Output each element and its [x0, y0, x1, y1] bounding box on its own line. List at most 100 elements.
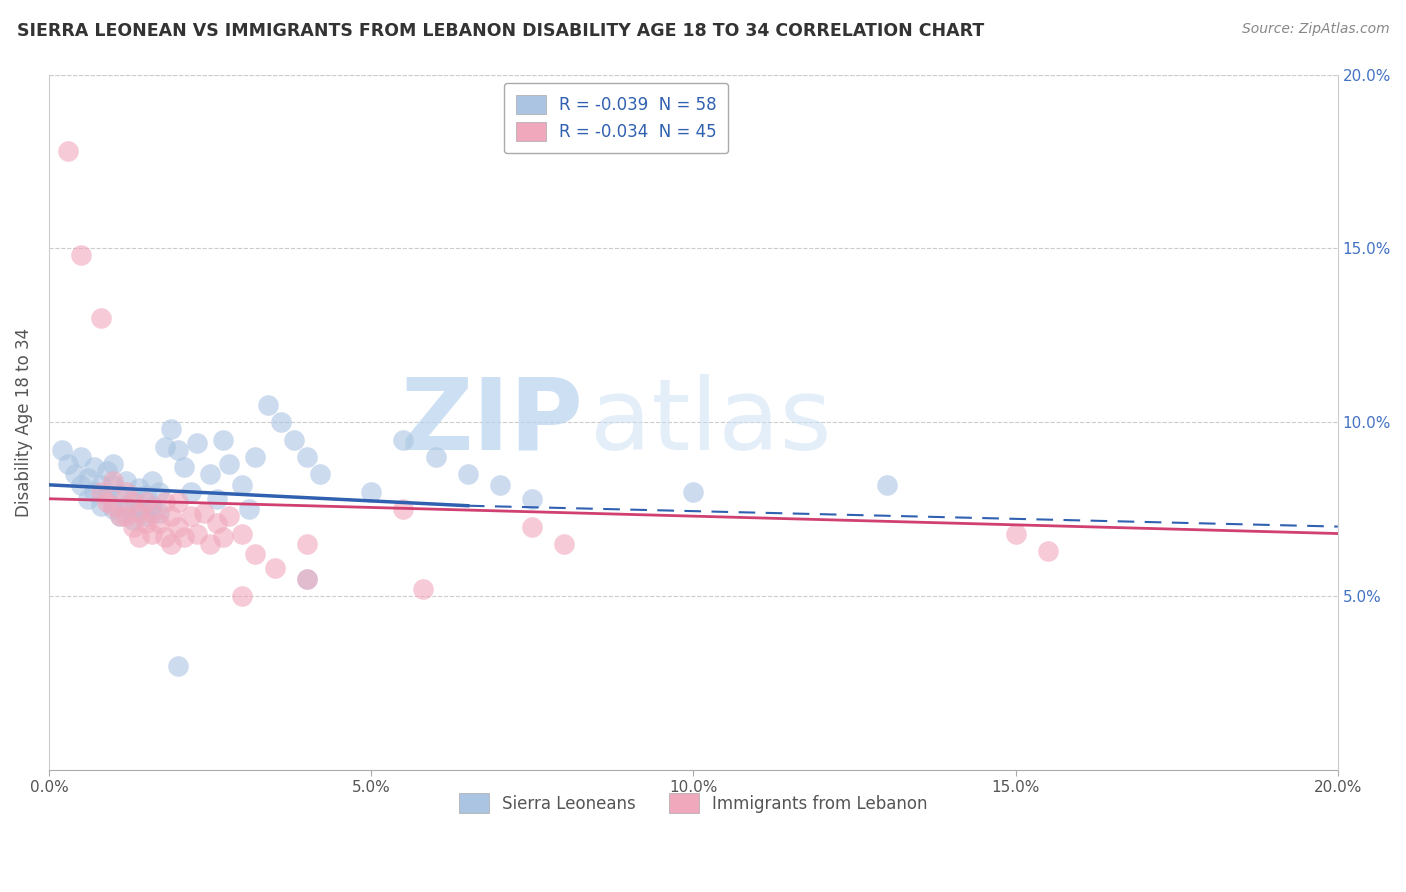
Point [180, 484, 202, 499]
Point [876, 478, 898, 492]
Point [121, 495, 143, 509]
Point [103, 478, 125, 492]
Point [231, 589, 253, 603]
Point [166, 658, 188, 673]
Point [103, 499, 125, 513]
Point [121, 513, 143, 527]
Point [76, 491, 98, 506]
Point [231, 478, 253, 492]
Point [70, 478, 93, 492]
Point [70, 450, 93, 464]
Point [553, 537, 575, 551]
Point [522, 491, 544, 506]
Point [160, 537, 183, 551]
Point [135, 495, 157, 509]
Point [682, 484, 704, 499]
Point [489, 478, 512, 492]
Point [205, 516, 228, 530]
Point [522, 519, 544, 533]
Point [128, 502, 150, 516]
Point [173, 530, 195, 544]
Point [295, 572, 318, 586]
Point [96, 495, 118, 509]
Point [270, 415, 292, 429]
Point [89, 484, 111, 499]
Point [128, 481, 150, 495]
Point [180, 509, 202, 524]
Point [166, 519, 188, 533]
Text: SIERRA LEONEAN VS IMMIGRANTS FROM LEBANON DISABILITY AGE 18 TO 34 CORRELATION CH: SIERRA LEONEAN VS IMMIGRANTS FROM LEBANO… [17, 22, 984, 40]
Text: Source: ZipAtlas.com: Source: ZipAtlas.com [1241, 22, 1389, 37]
Point [70, 248, 93, 262]
Point [141, 499, 163, 513]
Point [412, 582, 434, 597]
Point [103, 457, 125, 471]
Point [153, 530, 176, 544]
Point [193, 506, 215, 520]
Point [83, 460, 105, 475]
Point [121, 519, 143, 533]
Point [108, 509, 131, 524]
Point [121, 491, 143, 506]
Point [238, 502, 260, 516]
Point [166, 443, 188, 458]
Point [115, 475, 138, 489]
Point [263, 561, 285, 575]
Point [160, 509, 183, 524]
Point [115, 499, 138, 513]
Point [1036, 544, 1059, 558]
Point [115, 484, 138, 499]
Point [360, 484, 382, 499]
Point [89, 310, 111, 325]
Point [115, 509, 138, 524]
Point [141, 526, 163, 541]
Point [63, 467, 86, 482]
Point [218, 457, 240, 471]
Point [153, 495, 176, 509]
Point [135, 509, 157, 524]
Point [295, 537, 318, 551]
Point [135, 516, 157, 530]
Text: atlas: atlas [591, 374, 832, 471]
Point [243, 548, 266, 562]
Point [58, 144, 80, 158]
Point [295, 450, 318, 464]
Point [148, 506, 170, 520]
Point [308, 467, 330, 482]
Point [212, 530, 235, 544]
Point [392, 433, 415, 447]
Point [198, 467, 221, 482]
Point [96, 464, 118, 478]
Point [148, 484, 170, 499]
Y-axis label: Disability Age 18 to 34: Disability Age 18 to 34 [15, 327, 32, 516]
Point [457, 467, 479, 482]
Point [83, 484, 105, 499]
Point [218, 509, 240, 524]
Point [425, 450, 447, 464]
Point [231, 526, 253, 541]
Point [392, 502, 415, 516]
Point [160, 422, 183, 436]
Point [141, 475, 163, 489]
Point [51, 443, 73, 458]
Point [135, 488, 157, 502]
Point [198, 537, 221, 551]
Point [89, 478, 111, 492]
Point [243, 450, 266, 464]
Point [173, 460, 195, 475]
Point [1004, 526, 1026, 541]
Legend: Sierra Leoneans, Immigrants from Lebanon: Sierra Leoneans, Immigrants from Lebanon [447, 781, 939, 824]
Point [186, 436, 208, 450]
Point [257, 398, 280, 412]
Point [205, 491, 228, 506]
Point [141, 506, 163, 520]
Point [186, 526, 208, 541]
Point [148, 516, 170, 530]
Point [108, 488, 131, 502]
Point [295, 572, 318, 586]
Text: ZIP: ZIP [401, 374, 583, 471]
Point [103, 502, 125, 516]
Point [166, 495, 188, 509]
Point [108, 509, 131, 524]
Point [153, 440, 176, 454]
